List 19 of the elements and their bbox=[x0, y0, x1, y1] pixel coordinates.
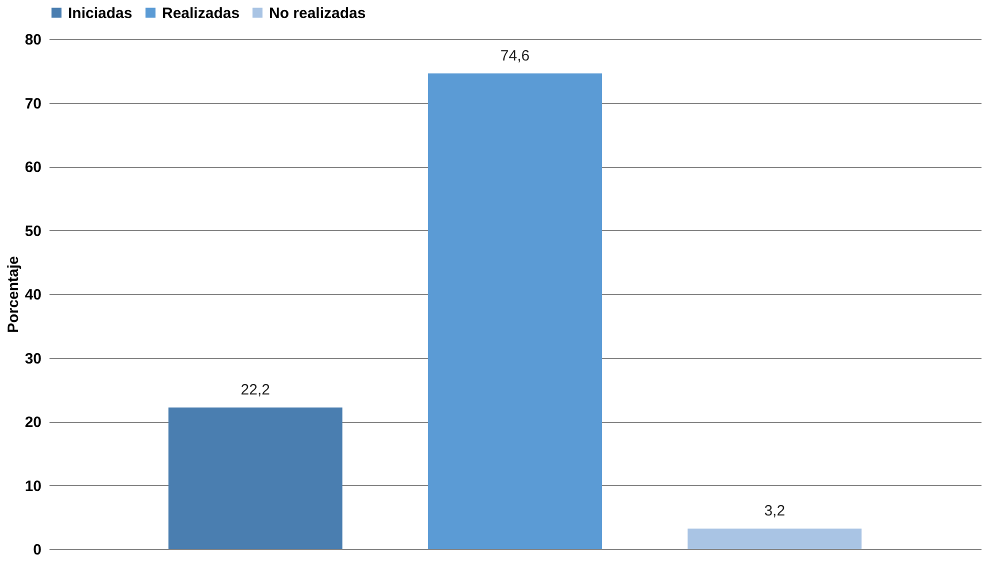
data-label: 3,2 bbox=[764, 502, 786, 520]
bar bbox=[168, 407, 342, 549]
y-tick-label: 80 bbox=[24, 32, 42, 48]
bar bbox=[428, 73, 602, 549]
legend-label: No realizadas bbox=[269, 4, 366, 22]
legend-label: Iniciadas bbox=[68, 4, 132, 22]
data-label: 22,2 bbox=[240, 381, 270, 398]
y-tick-label: 20 bbox=[24, 414, 42, 431]
legend-label: Realizadas bbox=[162, 4, 240, 22]
y-tick-label: 70 bbox=[24, 95, 42, 112]
y-tick-label: 40 bbox=[24, 286, 42, 304]
y-axis-title: Porcentaje bbox=[4, 256, 22, 333]
y-tick-label: 10 bbox=[24, 478, 42, 495]
bar bbox=[688, 528, 862, 549]
data-label: 74,6 bbox=[500, 47, 530, 64]
y-tick-label: 0 bbox=[33, 542, 42, 558]
y-tick-label: 50 bbox=[24, 222, 42, 240]
y-tick-label: 30 bbox=[24, 350, 42, 368]
y-tick-label: 60 bbox=[24, 159, 42, 176]
